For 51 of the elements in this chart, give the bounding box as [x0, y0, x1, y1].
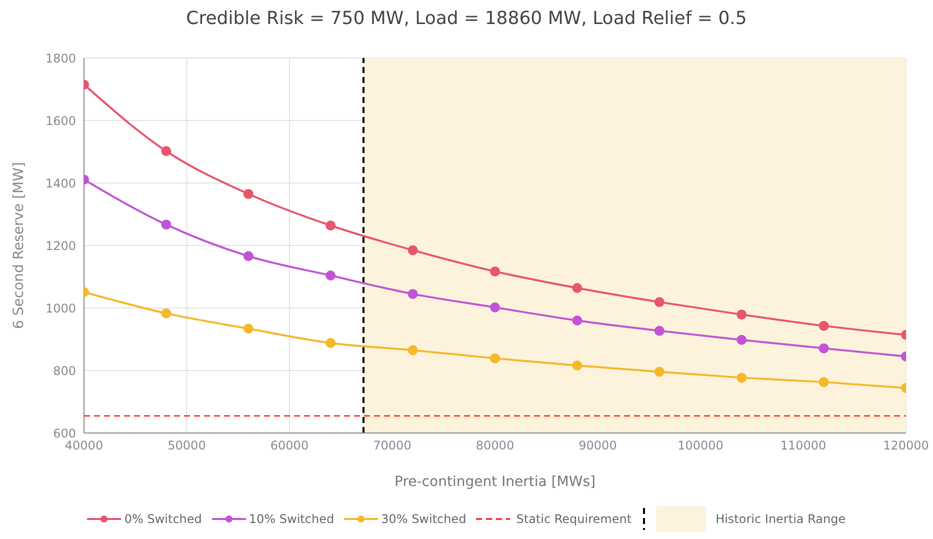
point [490, 302, 500, 312]
point [243, 188, 254, 199]
point [654, 297, 664, 308]
y-tick-label: 1200 [45, 238, 76, 253]
point [736, 334, 747, 345]
point [572, 316, 582, 326]
point [736, 372, 747, 383]
legend-label: Historic Inertia Range [716, 512, 846, 526]
x-tick-label: 80000 [476, 438, 514, 453]
point [654, 326, 664, 336]
point [736, 310, 747, 320]
x-tick-label: 90000 [578, 438, 617, 453]
legend-label: 10% Switched [248, 512, 334, 526]
point [818, 320, 829, 331]
y-tick-label: 800 [53, 364, 76, 378]
point [490, 266, 500, 276]
point [408, 245, 418, 256]
legend-label: 0% Switched [124, 512, 202, 526]
y-tick-label: 600 [53, 426, 76, 440]
legend-label: 30% Switched [381, 512, 466, 526]
point [326, 270, 336, 280]
point [408, 288, 418, 299]
x-axis-title: Pre-contingent Inertia [MWs] [394, 474, 596, 490]
point [572, 360, 582, 370]
y-axis-title: 6 Second Reserve [MW] [10, 162, 27, 329]
y-tick-label: 1800 [45, 51, 76, 66]
point [654, 366, 664, 377]
point [161, 146, 172, 156]
legend-label: Static Requirement [516, 512, 632, 526]
y-tick-label: 1600 [45, 114, 76, 128]
point [161, 220, 172, 230]
point [490, 353, 500, 364]
point [408, 345, 418, 356]
point [243, 324, 254, 334]
x-tick-label: 120000 [883, 438, 929, 453]
x-tick-label: 70000 [373, 438, 412, 453]
x-tick-label: 100000 [678, 438, 724, 453]
point [572, 283, 582, 293]
x-tick-label: 40000 [64, 438, 104, 453]
x-tick-label: 60000 [270, 438, 309, 453]
y-tick-label: 1000 [45, 301, 76, 316]
y-tick-label: 1400 [45, 176, 76, 190]
point [818, 343, 829, 354]
point [326, 220, 336, 230]
point [326, 338, 336, 348]
point [243, 251, 254, 262]
x-tick-label: 110000 [780, 438, 826, 453]
point [818, 377, 829, 388]
point [161, 308, 172, 318]
chart-title: Credible Risk = 750 MW, Load = 18860 MW, Load Relief = 0.5 [185, 8, 748, 31]
x-tick-label: 50000 [168, 438, 206, 453]
